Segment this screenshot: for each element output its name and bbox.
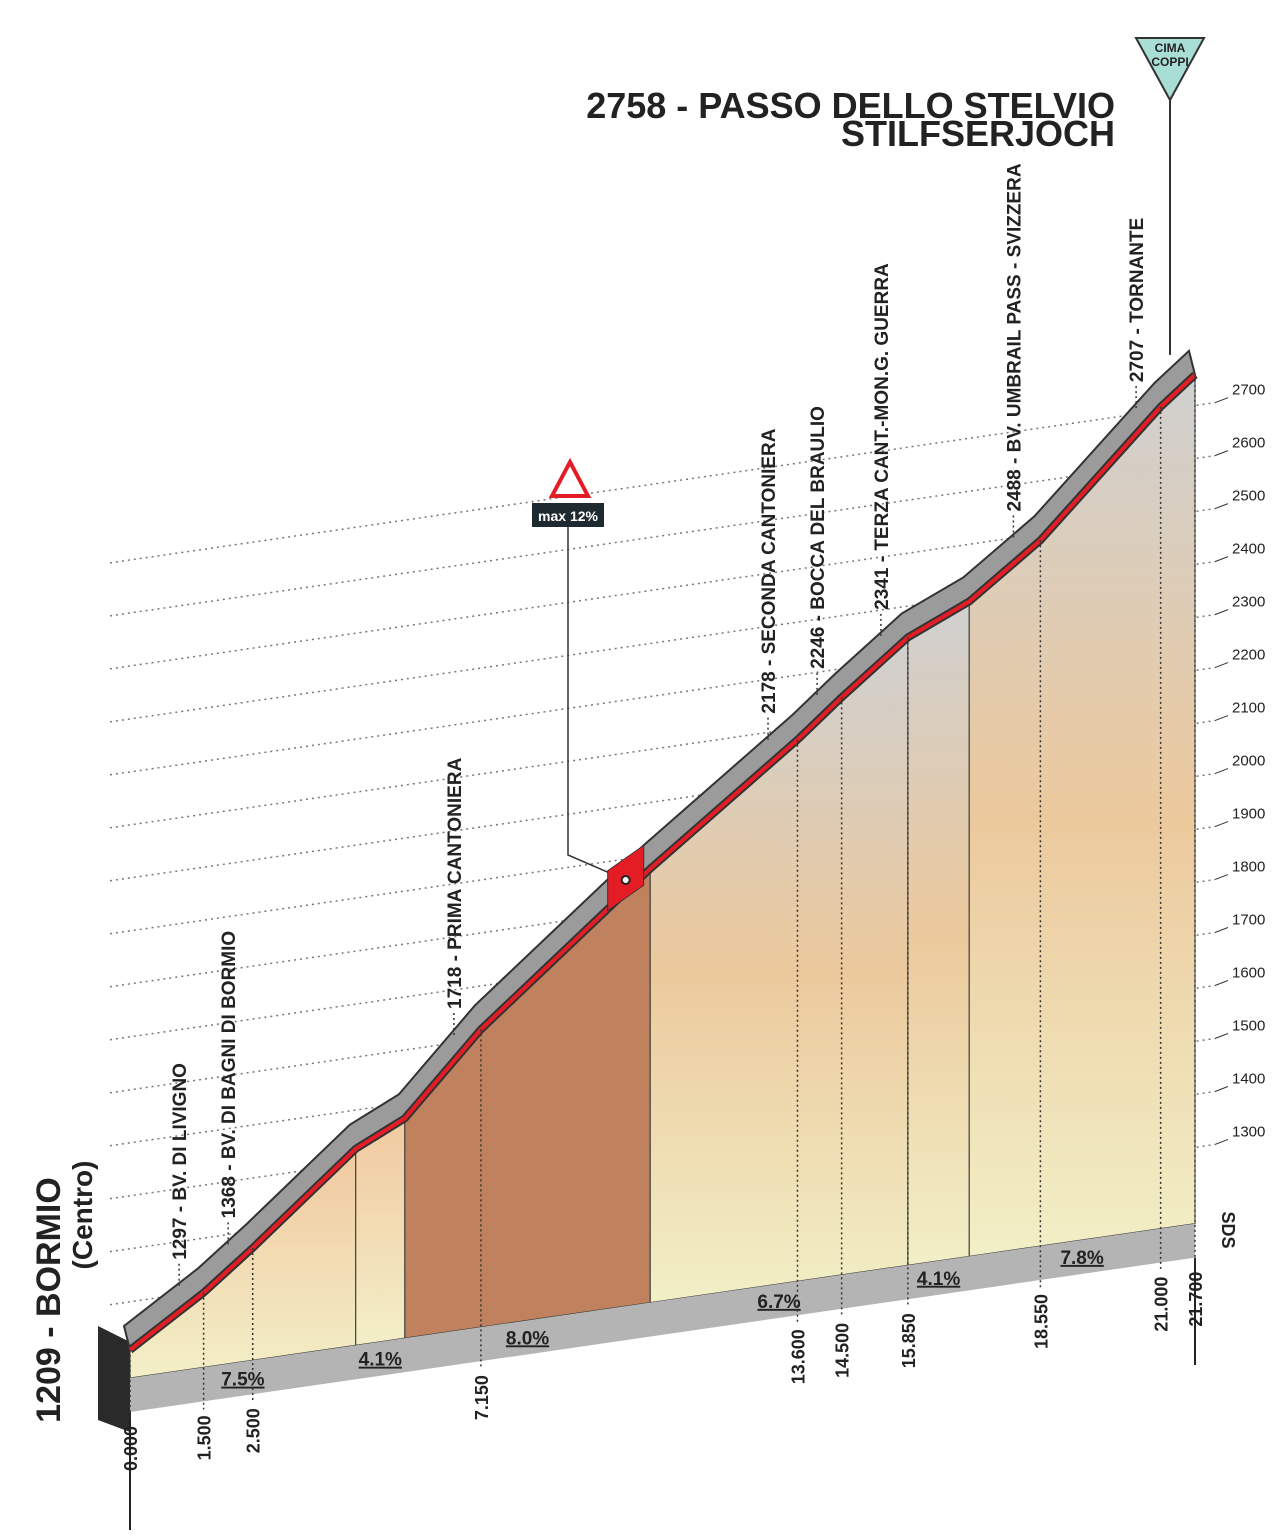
y-tick-label: 1600 [1232, 965, 1265, 982]
gradient-label: 4.1% [359, 1350, 402, 1371]
gradient-segment [355, 1117, 406, 1346]
gradient-label: 7.5% [221, 1370, 264, 1391]
gradient-label: 6.7% [757, 1292, 800, 1313]
y-tick-label: 2700 [1232, 382, 1265, 399]
x-tick-label: 21.700 [1186, 1272, 1206, 1327]
x-tick-label: 15.850 [899, 1313, 919, 1368]
y-tick-label: 2000 [1232, 753, 1265, 770]
tick-mark [1214, 556, 1229, 563]
y-tick-label: 2100 [1232, 700, 1265, 717]
badge-shape [1134, 37, 1206, 103]
badge-line: COPPI [1151, 55, 1188, 69]
x-tick-label: 0.000 [121, 1426, 141, 1471]
max-badge-shape [548, 457, 592, 498]
chart-title: 2758 - PASSO DELLO STELVIO [586, 85, 1115, 126]
y-tick-label: 2200 [1232, 647, 1265, 664]
tick-mark [1214, 927, 1229, 933]
floor [130, 1223, 1195, 1412]
tick-mark [1214, 715, 1229, 722]
waypoint-label: 1368 - BV. DI BAGNI DI BORMIO [219, 931, 240, 1219]
y-tick-label: 2300 [1232, 594, 1265, 611]
tick-mark [1214, 397, 1229, 404]
y-tick-label: 1700 [1232, 912, 1265, 929]
tick-mark [1214, 450, 1229, 457]
tick-mark [1214, 980, 1229, 986]
tick-mark [1214, 1138, 1229, 1145]
x-tick-label: 2.500 [244, 1408, 264, 1453]
x-tick-label: 13.600 [788, 1329, 808, 1384]
max-badge-label: max 12% [538, 508, 598, 524]
grid-line [109, 454, 1216, 617]
logo: SDS [1218, 1211, 1238, 1248]
waypoint-label: 1718 - PRIMA CANTONIERA [445, 757, 466, 1009]
y-tick-label: 1800 [1232, 859, 1265, 876]
y-tick-label: 1400 [1232, 1070, 1265, 1087]
x-tick-label: 1.500 [195, 1415, 215, 1460]
y-tick-label: 1900 [1232, 806, 1265, 823]
x-tick-label: 7.150 [472, 1375, 492, 1420]
profile-line [128, 373, 1197, 1352]
max-marker [620, 874, 631, 885]
gradient-label: 7.8% [1060, 1248, 1103, 1269]
x-tick-label: 18.550 [1031, 1294, 1051, 1349]
waypoint-label: 1297 - BV. DI LIVIGNO [170, 1063, 191, 1260]
grid-line [109, 401, 1216, 564]
tick-mark [1214, 1033, 1229, 1039]
tick-mark [1214, 1086, 1229, 1092]
badge-line: CIMA [1155, 41, 1186, 55]
waypoint-label: 2707 - TORNANTE [1127, 218, 1148, 382]
waypoint-label: 2246 - BOCCA DEL BRAULIO [808, 406, 829, 669]
tick-mark [1214, 662, 1229, 669]
x-tick-label: 14.500 [833, 1323, 853, 1378]
max-pointer [567, 527, 626, 881]
gradient-label: 4.1% [917, 1269, 960, 1290]
gradient-segment [907, 600, 970, 1266]
tick-mark [1214, 821, 1229, 828]
start-label: 1209 - BORMIO [30, 1177, 68, 1423]
gradient-label: 8.0% [506, 1328, 549, 1349]
y-tick-label: 1300 [1232, 1123, 1265, 1140]
gradient-segment [404, 867, 651, 1339]
start-sublabel: (Centro) [67, 1161, 98, 1270]
x-tick-label: 21.000 [1152, 1277, 1172, 1332]
y-tick-label: 2500 [1232, 488, 1265, 505]
start-side [98, 1326, 130, 1432]
waypoint-label: 2341 - TERZA CANT.-MON.G. GUERRA [872, 263, 893, 610]
waypoint-label: 2488 - BV. UMBRAIL PASS - SVIZZERA [1004, 163, 1025, 511]
waypoint-label: 2178 - SECONDA CANTONIERA [759, 428, 780, 713]
tick-mark [1214, 768, 1229, 775]
tick-mark [1214, 874, 1229, 880]
y-tick-label: 2600 [1232, 435, 1265, 452]
tick-mark [1214, 609, 1229, 616]
tick-mark [1214, 503, 1229, 510]
max-badge-box [532, 503, 604, 527]
profile-layer: 1300 1400 1500 1600 1700 1800 1900 2000 2100 2200… [98, 100, 1265, 1530]
y-tick-label: 1500 [1232, 1017, 1265, 1034]
y-tick-label: 2400 [1232, 541, 1265, 558]
chart-subtitle: STILFSERJOCH [841, 113, 1115, 154]
